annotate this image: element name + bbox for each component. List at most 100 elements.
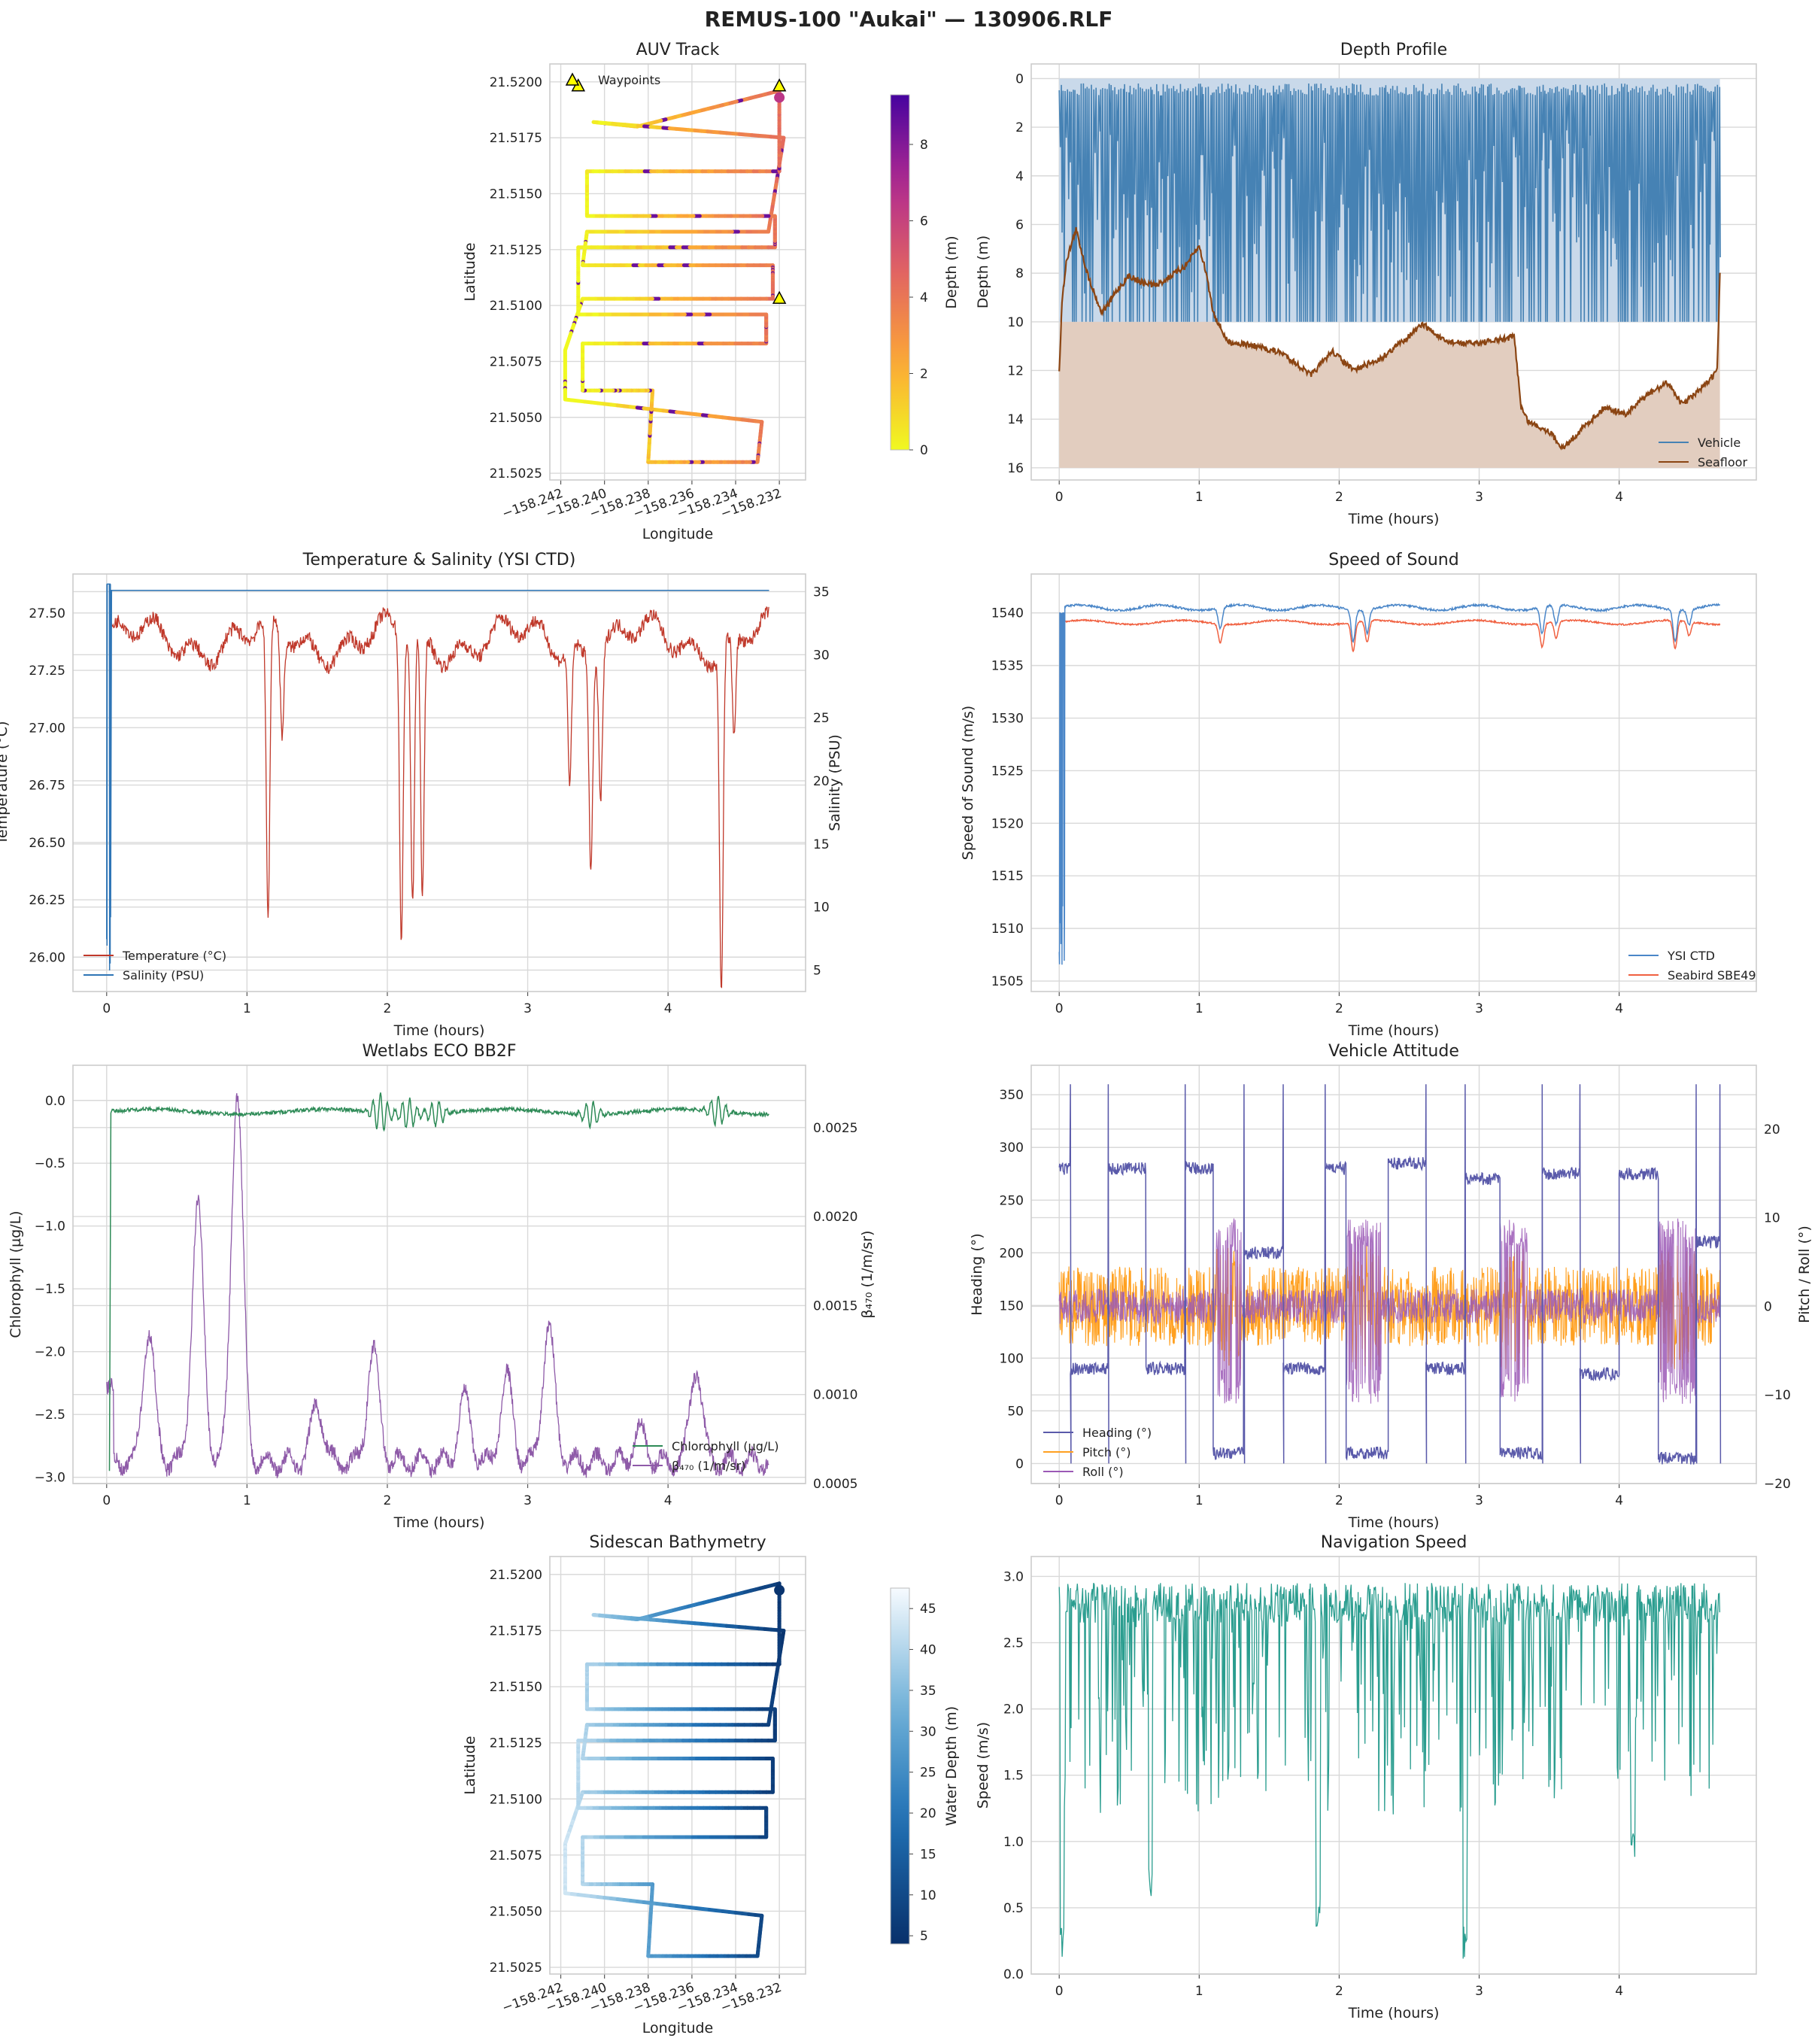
x-tick-label: 2	[1335, 1001, 1343, 1016]
y-tick-label: 350	[1000, 1088, 1024, 1103]
x-tick-label: 1	[243, 1001, 251, 1016]
x-tick-label: 3	[524, 1493, 532, 1508]
x-tick-label: 4	[1615, 1001, 1623, 1016]
panel-wetlabs: Wetlabs ECO BB2F 0 1 2 3 4 −3.0 −2.5 −2.0 −1.5 −1.…	[8, 1042, 876, 1531]
heading-line	[1058, 1084, 1722, 1465]
y-tick-label: 16	[1007, 461, 1024, 476]
plot-area	[106, 583, 769, 989]
y-tick-label: 100	[1000, 1351, 1024, 1366]
y-tick-label: 10	[1007, 315, 1024, 330]
x-axis-label: Longitude	[642, 2020, 714, 2036]
x-tick-label: 2	[1335, 1984, 1343, 1999]
panel-nav-speed: Navigation Speed 0 1 2 3 4 0.0 0.5 1.0 1.5 2.0 2.5 3…	[975, 1533, 1757, 2021]
y-axis-label: Latitude	[462, 242, 478, 301]
legend-entry: Seabird SBE49	[1668, 968, 1756, 983]
y-tick-label: 0	[1015, 1456, 1024, 1471]
waypoint-marker	[772, 290, 787, 304]
x-tick-label: 0	[1055, 1984, 1064, 1999]
y-tick-label: 1510	[991, 922, 1024, 937]
grid	[1031, 574, 1756, 996]
y-axis-label: Temperature (°C)	[0, 721, 11, 846]
x-tick-label: 1	[1195, 1001, 1203, 1016]
colorbar-tick-label: 25	[920, 1766, 936, 1781]
y-tick-label: 2.5	[1003, 1636, 1024, 1651]
y-axis-label: Speed (m/s)	[975, 1722, 991, 1809]
bathymetry-start-marker	[774, 1584, 785, 1596]
x-tick-label: 4	[1615, 1493, 1623, 1508]
grid	[550, 1557, 806, 1979]
y2-tick-label: 0.0010	[813, 1388, 857, 1403]
speed-line	[1058, 1583, 1721, 1959]
y-tick-label: 0	[1015, 71, 1024, 87]
colorbar-tick-label: 8	[920, 138, 928, 153]
x-tick-label: 1	[1195, 490, 1203, 505]
y-tick-label: 21.5025	[490, 466, 542, 481]
axes-frame	[549, 1556, 806, 1975]
colorbar	[890, 94, 910, 451]
y-tick-label: 6	[1015, 217, 1024, 232]
y-tick-label: 1520	[991, 816, 1024, 831]
panel-title: Speed of Sound	[1328, 551, 1458, 569]
colorbar-tick-label: 10	[920, 1888, 936, 1903]
x-tick-label: 0	[1055, 1493, 1064, 1508]
legend-entry: Salinity (PSU)	[123, 968, 204, 983]
y-tick-label: 21.5150	[490, 187, 542, 202]
x-tick-label: 2	[1335, 1493, 1343, 1508]
plot-area	[563, 89, 786, 464]
y-axis-label: Depth (m)	[975, 235, 991, 308]
plot-area	[1058, 78, 1721, 468]
grid	[73, 1065, 806, 1488]
y-axis-label: Latitude	[462, 1736, 478, 1794]
x-axis-label: Time (hours)	[1348, 1022, 1440, 1039]
y2-tick-label: 0.0025	[813, 1121, 857, 1136]
y-tick-label: −2.0	[35, 1345, 65, 1360]
x-tick-label: 1	[1195, 1493, 1203, 1508]
x-tick-label: 1	[243, 1493, 251, 1508]
y-axis-label: Speed of Sound (m/s)	[960, 706, 976, 860]
y2-tick-label: 15	[813, 837, 830, 852]
y-tick-label: 21.5150	[490, 1680, 542, 1695]
y-tick-label: −1.5	[35, 1282, 65, 1297]
y-tick-label: 3.0	[1003, 1569, 1024, 1584]
waypoint-marker	[772, 78, 787, 92]
axes-frame	[72, 573, 806, 992]
axes-frame	[1030, 1065, 1757, 1484]
y-tick-label: 21.5100	[490, 299, 542, 314]
y-tick-label: 26.75	[29, 779, 65, 794]
y-tick-label: 21.5050	[490, 411, 542, 426]
x-tick-label: 4	[664, 1493, 672, 1508]
y-tick-label: 2.0	[1003, 1702, 1024, 1718]
colorbar-label: Depth (m)	[943, 235, 960, 308]
y-tick-label: 250	[1000, 1193, 1024, 1208]
y-tick-label: 21.5200	[490, 75, 542, 90]
y2-axis-label: β₄₇₀ (1/m/sr)	[859, 1231, 876, 1319]
y-tick-label: 0.0	[45, 1094, 65, 1109]
panel-title: Depth Profile	[1340, 41, 1447, 59]
y-tick-label: 8	[1015, 266, 1024, 281]
axes-frame	[1030, 573, 1757, 992]
x-axis-label: Time (hours)	[1348, 2005, 1440, 2021]
y-tick-label: 1.0	[1003, 1835, 1024, 1850]
y2-tick-label: 0	[1764, 1299, 1772, 1314]
y2-tick-label: −20	[1764, 1477, 1791, 1492]
grid	[550, 64, 806, 484]
plot-area	[563, 1581, 786, 1958]
plot-area	[106, 1092, 769, 1478]
colorbar-tick-label: 5	[920, 1929, 928, 1944]
y2-tick-label: 35	[813, 585, 830, 600]
legend-entry: YSI CTD	[1667, 949, 1715, 963]
axes-frame	[549, 63, 806, 481]
seabird-line	[1064, 618, 1721, 653]
seafloor-area	[1059, 227, 1720, 468]
colorbar-tick-label: 30	[920, 1724, 936, 1739]
x-tick-label: 3	[1475, 1493, 1483, 1508]
y-tick-label: 27.00	[29, 721, 65, 736]
panel-title: Sidescan Bathymetry	[589, 1533, 766, 1552]
legend-swatch	[565, 72, 580, 86]
x-tick-label: 1	[1195, 1984, 1203, 1999]
y-tick-label: −3.0	[35, 1471, 65, 1486]
y2-tick-label: 5	[813, 963, 821, 978]
y-tick-label: 21.5125	[490, 243, 542, 258]
